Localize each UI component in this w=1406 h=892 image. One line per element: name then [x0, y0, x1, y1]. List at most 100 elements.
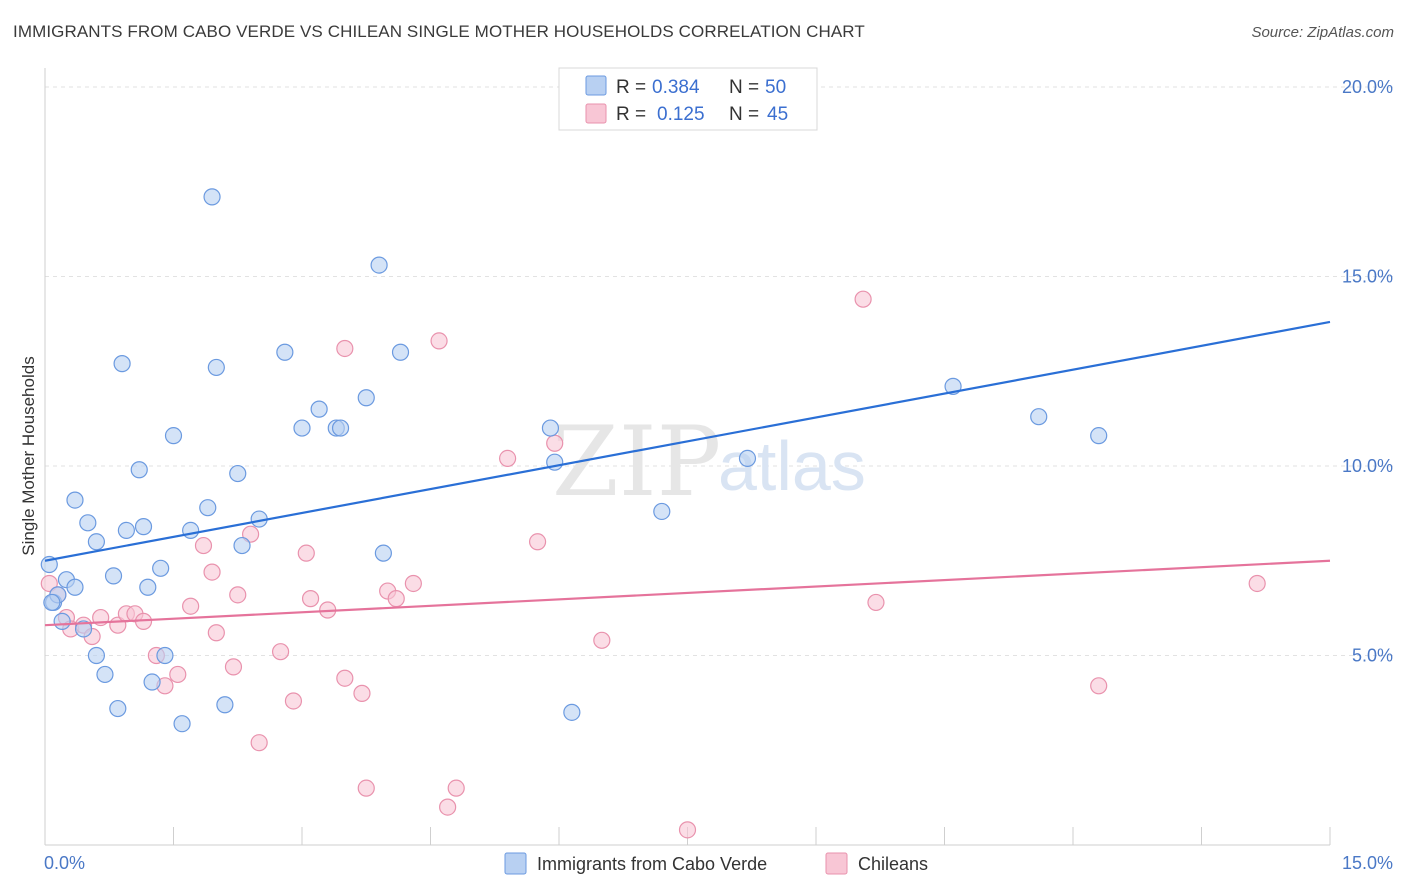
legend-swatch-pink: [585, 103, 607, 124]
cabo-verde-point: [53, 612, 71, 630]
legend-n-value-2: 45: [767, 104, 788, 125]
chileans-point: [528, 533, 547, 551]
cabo-verde-point: [229, 464, 247, 483]
chileans-point: [336, 669, 354, 687]
chileans-point: [546, 434, 564, 452]
cabo-verde-point: [216, 696, 234, 714]
legend-r-value-1: 0.384: [652, 77, 700, 98]
series-legend-label-cabo-verde: Immigrants from Cabo Verde: [537, 854, 767, 874]
chileans-trend-line: [44, 559, 1331, 627]
cabo-verde-point: [1090, 427, 1108, 445]
watermark: ZIP atlas: [552, 406, 866, 518]
cabo-verde-point: [233, 536, 251, 555]
chileans-point: [297, 544, 315, 562]
cabo-verde-point: [391, 343, 410, 361]
cabo-verde-point: [374, 544, 392, 562]
cabo-verde-point: [199, 499, 217, 517]
chileans-point: [271, 643, 290, 661]
chileans-point: [1248, 574, 1266, 593]
cabo-verde-point: [143, 673, 161, 691]
cabo-verde-point: [203, 188, 221, 206]
chileans-point: [854, 290, 872, 308]
chileans-point: [447, 779, 465, 797]
chileans-point: [336, 339, 354, 358]
cabo-verde-point: [164, 427, 183, 445]
cabo-verde-point: [130, 461, 148, 479]
series-legend-swatch-pink: [825, 852, 848, 875]
cabo-verde-point: [43, 593, 61, 612]
legend-n-label-2: N =: [729, 104, 759, 125]
chileans-point: [224, 658, 243, 676]
cabo-verde-point: [104, 567, 123, 585]
watermark-atlas: atlas: [718, 427, 866, 505]
chileans-point: [430, 332, 448, 350]
cabo-verde-point: [370, 256, 388, 274]
cabo-verde-point: [276, 343, 294, 361]
chileans-point: [357, 779, 375, 797]
cabo-verde-point: [113, 355, 131, 373]
trend-lines: [44, 320, 1331, 627]
cabo-verde-point: [563, 703, 581, 721]
chileans-point: [301, 590, 320, 608]
cabo-verde-point: [541, 419, 560, 437]
y-axis-tick-labels: 5.0% 10.0% 15.0% 20.0%: [1342, 77, 1393, 666]
y-tick-label: 15.0%: [1342, 266, 1393, 286]
legend-n-label-1: N =: [729, 77, 759, 98]
chileans-point: [284, 692, 303, 710]
cabo-verde-point: [139, 578, 157, 596]
legend-n-value-1: 50: [765, 77, 786, 98]
cabo-verde-point: [207, 358, 225, 377]
chileans-point: [867, 593, 885, 612]
chileans-point: [439, 798, 457, 816]
chileans-point: [182, 597, 200, 615]
chileans-point: [207, 624, 225, 642]
x-tick-label-min: 0.0%: [44, 853, 85, 873]
cabo-verde-point: [653, 502, 671, 521]
series-legend-swatch-blue: [504, 852, 527, 875]
cabo-verde-trend-line: [44, 320, 1331, 562]
y-tick-label: 5.0%: [1352, 645, 1393, 665]
chileans-point: [169, 665, 187, 684]
legend-r-label-2: R =: [616, 104, 646, 125]
cabo-verde-point: [79, 514, 97, 532]
legend-swatch-blue: [585, 75, 607, 96]
cabo-verde-point: [134, 518, 153, 536]
gridlines: [45, 86, 1393, 656]
cabo-verde-point: [87, 533, 106, 551]
chileans-point: [499, 449, 517, 467]
cabo-verde-point: [156, 646, 174, 665]
y-tick-label: 20.0%: [1342, 77, 1393, 97]
chileans-point: [40, 574, 58, 593]
cabo-verde-point: [87, 646, 106, 665]
chileans-point: [353, 684, 371, 702]
legend-r-value-2: 0.125: [657, 104, 705, 125]
stats-legend: R = 0.384 N = 50 R = 0.125 N = 45: [558, 67, 818, 131]
y-axis-title: Single Mother Households: [19, 356, 38, 555]
chileans-points: [40, 290, 1266, 839]
y-tick-label: 10.0%: [1342, 456, 1393, 476]
cabo-verde-points: [40, 188, 1108, 733]
cabo-verde-point: [293, 419, 311, 437]
chileans-point: [593, 631, 611, 649]
chileans-point: [387, 590, 405, 608]
cabo-verde-point: [66, 578, 84, 596]
cabo-verde-point: [109, 699, 127, 718]
cabo-verde-point: [738, 449, 757, 467]
cabo-verde-point: [96, 665, 114, 684]
chileans-point: [404, 574, 422, 593]
cabo-verde-point: [173, 715, 191, 733]
series-legend: Immigrants from Cabo Verde Chileans: [504, 852, 928, 875]
series-legend-label-chileans: Chileans: [858, 854, 928, 874]
chileans-point: [203, 563, 221, 581]
chileans-point: [229, 586, 247, 604]
cabo-verde-point: [310, 400, 328, 418]
chileans-point: [194, 536, 213, 555]
cabo-verde-point: [331, 419, 350, 437]
chileans-point: [250, 734, 268, 752]
legend-r-label-1: R =: [616, 77, 646, 98]
cabo-verde-point: [152, 559, 170, 577]
cabo-verde-point: [74, 620, 93, 638]
x-tick-label-max: 15.0%: [1342, 853, 1393, 873]
cabo-verde-point: [182, 521, 200, 540]
